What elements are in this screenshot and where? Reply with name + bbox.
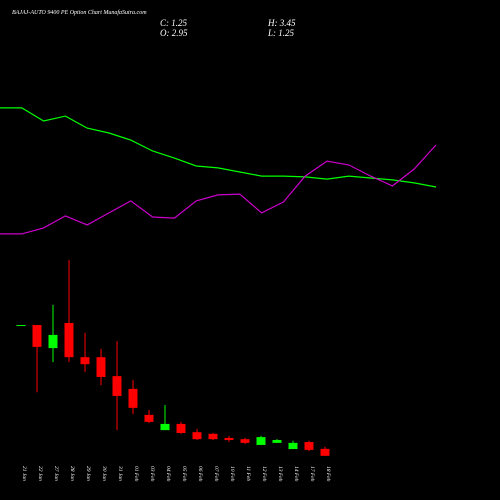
x-tick-label: 22 Jan <box>37 466 43 481</box>
candle-body <box>96 357 106 377</box>
indicator-line <box>0 107 437 188</box>
candle-body <box>208 433 218 440</box>
candle-body <box>80 357 90 365</box>
low-label: L: 1.25 <box>267 28 295 38</box>
x-tick-label: 04 Feb <box>165 466 172 482</box>
candle-body <box>288 442 298 450</box>
x-tick-label: 06 Feb <box>197 466 203 482</box>
x-tick-label: 12 Feb <box>261 466 267 482</box>
x-tick-label: 29 Jan <box>85 466 91 481</box>
x-tick-label: 30 Jan <box>101 465 107 481</box>
x-tick-label: 17 Feb <box>309 466 315 482</box>
x-tick-label: 13 Feb <box>277 466 283 482</box>
x-tick-label: 28 Jan <box>69 466 75 481</box>
candle-body <box>176 423 186 433</box>
x-tick-label: 21 Jan <box>21 466 27 481</box>
close-label: C: 1.25 <box>160 18 188 28</box>
x-tick-label: 07 Feb <box>213 466 219 482</box>
candle-body <box>160 423 170 431</box>
open-label: O: 2.95 <box>160 28 188 38</box>
candle-body <box>192 432 202 440</box>
candle-body <box>16 325 26 327</box>
x-tick-label: 10 Feb <box>229 466 235 482</box>
candle-body <box>32 325 42 347</box>
candle-body <box>240 439 250 443</box>
candle-body <box>304 442 314 450</box>
x-tick-label: 31 Jan <box>117 465 123 481</box>
high-label: H: 3.45 <box>267 18 296 28</box>
x-tick-label: 03 Feb <box>149 466 155 482</box>
candle-body <box>256 437 266 445</box>
candle-body <box>48 334 58 349</box>
x-tick-label: 11 Feb <box>245 466 251 481</box>
x-tick-label: 01 Feb <box>133 466 139 482</box>
candle-body <box>320 448 330 456</box>
x-tick-label: 27 Jan <box>53 466 59 481</box>
candle-body <box>64 322 74 358</box>
x-tick-label: 18 Feb <box>325 466 331 482</box>
candle-body <box>272 439 282 443</box>
candle-body <box>128 388 138 408</box>
indicator-line <box>0 144 437 235</box>
x-tick-label: 14 Feb <box>293 466 300 482</box>
chart-title: BAJAJ-AUTO 9400 PE Option Chart MunafaSu… <box>12 9 147 16</box>
x-tick-label: 05 Feb <box>181 466 187 482</box>
candle-body <box>112 376 122 396</box>
candle-body <box>144 414 154 422</box>
candle-body <box>224 437 234 440</box>
